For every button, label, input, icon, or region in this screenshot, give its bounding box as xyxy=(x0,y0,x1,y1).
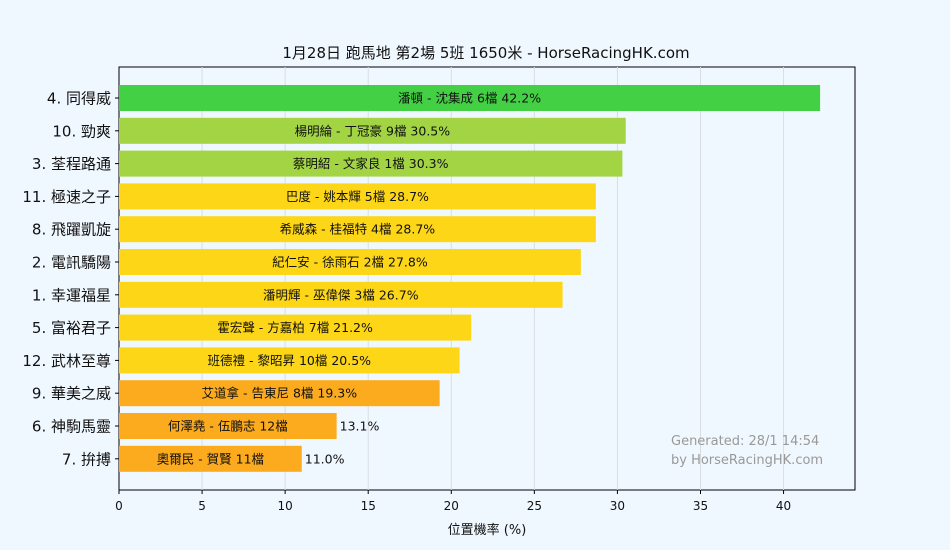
x-axis-title: 位置機率 (%) xyxy=(448,522,527,538)
bar-data-label: 潘明輝 - 巫偉傑 3檔 26.7% xyxy=(263,287,419,302)
bar xyxy=(119,183,596,210)
bar xyxy=(119,249,581,275)
y-category-label: 6. 神駒馬靈 xyxy=(32,418,111,436)
bar xyxy=(119,445,302,472)
bar xyxy=(119,150,623,177)
y-category-label: 11. 極速之子 xyxy=(22,188,111,206)
watermark-line-2: by HorseRacingHK.com xyxy=(671,453,823,468)
y-category-label: 3. 荃程路通 xyxy=(32,155,111,173)
x-tick-label: 15 xyxy=(361,499,376,513)
bar xyxy=(119,117,626,144)
x-tick-label: 35 xyxy=(693,499,708,513)
bar-value-label: 11.0% xyxy=(305,451,345,466)
y-category-label: 2. 電訊驕陽 xyxy=(32,254,111,272)
y-category-label: 10. 勁爽 xyxy=(52,122,111,140)
x-tick-label: 10 xyxy=(277,499,292,513)
bar-data-label: 巴度 - 姚本輝 5檔 28.7% xyxy=(286,189,429,204)
y-category-label: 7. 拚搏 xyxy=(62,450,111,468)
bar-data-label: 霍宏聲 - 方嘉柏 7檔 21.2% xyxy=(217,320,373,335)
y-category-label: 12. 武林至尊 xyxy=(22,352,111,370)
watermark-line-1: Generated: 28/1 14:54 xyxy=(671,434,819,449)
bar-data-label: 潘頓 - 沈集成 6檔 42.2% xyxy=(398,91,541,106)
y-category-label: 9. 華美之威 xyxy=(32,385,111,403)
bar xyxy=(119,85,821,111)
x-tick-label: 5 xyxy=(198,499,206,513)
y-category-label: 1. 幸運福星 xyxy=(32,286,111,304)
bar xyxy=(119,380,440,407)
bar-data-label: 何澤堯 - 伍鵬志 12檔 xyxy=(168,419,288,434)
y-category-label: 8. 飛躍凱旋 xyxy=(32,221,111,239)
x-tick-label: 0 xyxy=(115,499,123,513)
x-tick-label: 30 xyxy=(610,499,625,513)
x-axis-ticks: 0 5 10 15 20 25 30 35 40 xyxy=(115,490,791,513)
bar-value-label: 13.1% xyxy=(340,419,380,434)
y-category-label: 5. 富裕君子 xyxy=(32,319,111,337)
bar xyxy=(119,216,596,243)
bar-data-label: 希威森 - 桂福特 4檔 28.7% xyxy=(280,222,436,237)
bar xyxy=(119,281,563,308)
bar xyxy=(119,413,337,439)
x-tick-label: 40 xyxy=(776,499,791,513)
x-tick-label: 25 xyxy=(527,499,542,513)
x-tick-label: 20 xyxy=(444,499,459,513)
bar-data-label: 紀仁安 - 徐雨石 2檔 27.8% xyxy=(272,255,428,270)
y-axis-categories: 4. 同得威 10. 勁爽 3. 荃程路通 11. 極速之子 8. 飛躍凱旋 2. 電訊驕… xyxy=(22,90,119,468)
bar xyxy=(119,347,460,374)
y-category-label: 4. 同得威 xyxy=(47,90,111,108)
bar-data-label: 蔡明紹 - 文家良 1檔 30.3% xyxy=(293,156,449,171)
bar-data-label: 班德禮 - 黎昭昇 10檔 20.5% xyxy=(208,353,372,368)
bar-data-label: 艾道拿 - 告東尼 8檔 19.3% xyxy=(202,386,358,401)
chart-title: 1月28日 跑馬地 第2場 5班 1650米 - HorseRacingHK.c… xyxy=(282,44,689,62)
bar xyxy=(119,314,472,341)
bar-data-label: 楊明綸 - 丁冠豪 9檔 30.5% xyxy=(295,123,451,138)
bar-data-label: 奧爾民 - 賀賢 11檔 xyxy=(157,451,264,466)
bars-group: 潘頓 - 沈集成 6檔 42.2% 楊明綸 - 丁冠豪 9檔 30.5% 蔡明紹 -… xyxy=(119,85,821,472)
